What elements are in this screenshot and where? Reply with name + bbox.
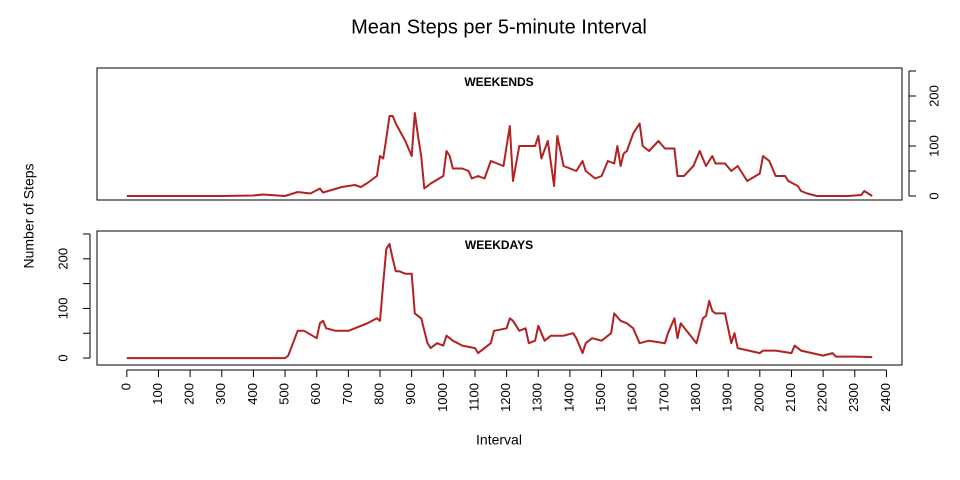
- x-tick-label: 2100: [783, 383, 798, 412]
- x-tick-label: 1500: [593, 383, 608, 412]
- x-tick-label: 200: [182, 383, 197, 405]
- x-tick-label: 800: [371, 383, 386, 405]
- x-tick-label: 300: [213, 383, 228, 405]
- x-tick-label: 600: [308, 383, 323, 405]
- x-tick-label: 2300: [846, 383, 861, 412]
- x-tick-label: 1600: [625, 383, 640, 412]
- x-tick-label: 500: [277, 383, 292, 405]
- y-tick-label: 100: [926, 135, 941, 157]
- x-tick-label: 2400: [878, 383, 893, 412]
- data-line: [126, 242, 873, 360]
- x-tick-label: 1900: [720, 383, 735, 412]
- x-tick-label: 2000: [751, 383, 766, 412]
- x-tick-label: 400: [245, 383, 260, 405]
- y-tick-label: 0: [926, 192, 941, 199]
- y-tick-label: 0: [55, 354, 70, 361]
- chart-title: Mean Steps per 5-minute Interval: [351, 16, 647, 38]
- x-tick-label: 1700: [656, 383, 671, 412]
- x-tick-label: 100: [150, 383, 165, 405]
- x-tick-label: 900: [403, 383, 418, 405]
- x-axis-label: Interval: [476, 432, 522, 448]
- x-tick-label: 1100: [466, 383, 481, 411]
- panel-box: [96, 67, 903, 201]
- y-tick-label: 200: [55, 248, 70, 270]
- x-tick-label: 1000: [435, 383, 450, 412]
- y-axis-label: Number of Steps: [21, 163, 37, 268]
- x-tick-label: 1400: [561, 383, 576, 412]
- panel-title: WEEKDAYS: [465, 238, 533, 252]
- panel-box: [96, 230, 903, 366]
- x-tick-label: 1200: [498, 383, 513, 412]
- panel-title: WEEKENDS: [464, 75, 533, 89]
- x-tick-label: 1300: [530, 383, 545, 412]
- x-tick-label: 2200: [815, 383, 830, 412]
- data-line: [126, 112, 873, 197]
- y-tick-label: 100: [55, 298, 70, 320]
- x-tick-label: 1800: [688, 383, 703, 412]
- y-tick-label: 200: [926, 85, 941, 107]
- x-tick-label: 700: [340, 383, 355, 405]
- x-tick-label: 0: [118, 383, 133, 390]
